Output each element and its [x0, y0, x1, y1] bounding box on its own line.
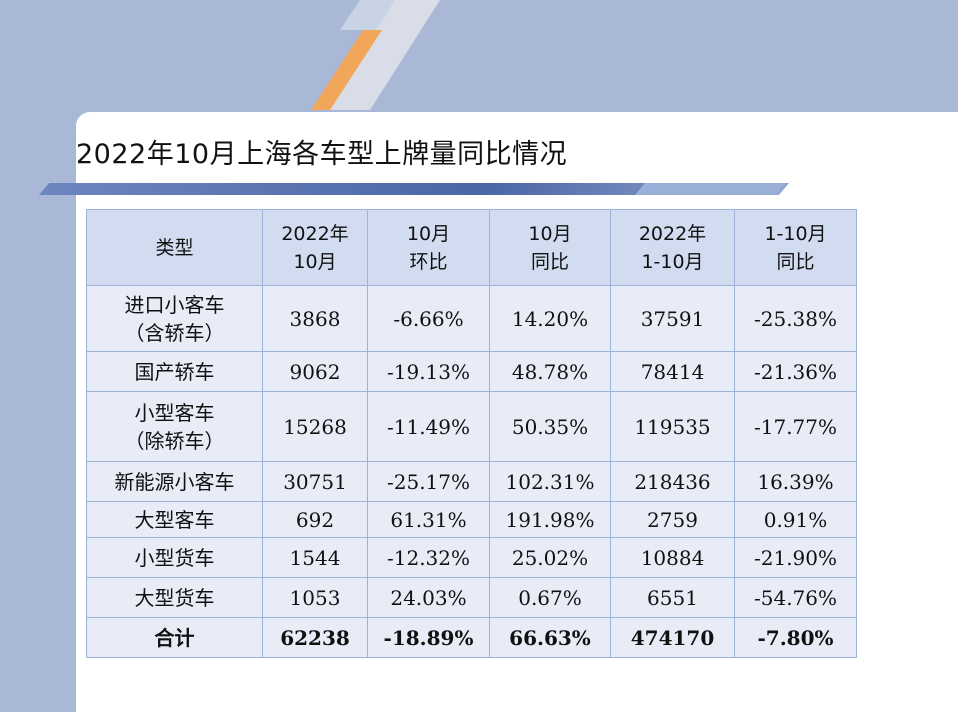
- cell-ytd: 6551: [610, 577, 735, 618]
- cell-mom: -6.66%: [367, 285, 490, 352]
- cell-ytd-yoy: -17.77%: [734, 391, 857, 462]
- cell-oct: 30751: [262, 461, 368, 502]
- cell-yoy: 191.98%: [489, 501, 611, 538]
- cell-ytd-yoy: -25.38%: [734, 285, 857, 352]
- table-row: 进口小客车 （含轿车） 3868 -6.66% 14.20% 37591 -25.…: [86, 285, 857, 352]
- table-row: 国产轿车 9062 -19.13% 48.78% 78414 -21.36%: [86, 351, 857, 392]
- cell-oct: 1053: [262, 577, 368, 618]
- registration-table: 类型 2022年 10月 10月 环比 10月 同比 2022年 1-10月 1-10月…: [86, 209, 857, 658]
- row-name: 大型客车: [86, 501, 263, 538]
- cell-ytd: 2759: [610, 501, 735, 538]
- total-yoy: 66.63%: [489, 617, 611, 658]
- cell-oct: 1544: [262, 537, 368, 578]
- row-name: 国产轿车: [86, 351, 263, 392]
- table-row: 小型客车 （除轿车） 15268 -11.49% 50.35% 119535 -1…: [86, 391, 857, 462]
- cell-yoy: 48.78%: [489, 351, 611, 392]
- cell-oct: 3868: [262, 285, 368, 352]
- cell-ytd-yoy: 0.91%: [734, 501, 857, 538]
- cell-mom: -12.32%: [367, 537, 490, 578]
- table-header-row: 类型 2022年 10月 10月 环比 10月 同比 2022年 1-10月 1-10月…: [86, 209, 857, 286]
- cell-mom: -25.17%: [367, 461, 490, 502]
- table-row: 大型客车 692 61.31% 191.98% 2759 0.91%: [86, 501, 857, 538]
- cell-ytd-yoy: 16.39%: [734, 461, 857, 502]
- cell-ytd: 78414: [610, 351, 735, 392]
- header-ytd-yoy: 1-10月 同比: [734, 209, 857, 286]
- table-row: 新能源小客车 30751 -25.17% 102.31% 218436 16.3…: [86, 461, 857, 502]
- cell-ytd: 218436: [610, 461, 735, 502]
- decorative-stripes: [311, 0, 440, 110]
- cell-yoy: 25.02%: [489, 537, 611, 578]
- cell-ytd: 119535: [610, 391, 735, 462]
- cell-mom: 24.03%: [367, 577, 490, 618]
- cell-oct: 692: [262, 501, 368, 538]
- page-title: 2022年10月上海各车型上牌量同比情况: [76, 139, 568, 170]
- cell-mom: -19.13%: [367, 351, 490, 392]
- cell-ytd: 10884: [610, 537, 735, 578]
- total-ytd-yoy: -7.80%: [734, 617, 857, 658]
- cell-mom: -11.49%: [367, 391, 490, 462]
- row-name: 大型货车: [86, 577, 263, 618]
- header-type: 类型: [86, 209, 263, 286]
- cell-ytd-yoy: -54.76%: [734, 577, 857, 618]
- table-total-row: 合计 62238 -18.89% 66.63% 474170 -7.80%: [86, 617, 857, 658]
- header-oct-2022: 2022年 10月: [262, 209, 368, 286]
- row-name: 小型货车: [86, 537, 263, 578]
- header-mom: 10月 环比: [367, 209, 490, 286]
- cell-yoy: 50.35%: [489, 391, 611, 462]
- cell-mom: 61.31%: [367, 501, 490, 538]
- cell-yoy: 102.31%: [489, 461, 611, 502]
- table-row: 大型货车 1053 24.03% 0.67% 6551 -54.76%: [86, 577, 857, 618]
- cell-ytd-yoy: -21.36%: [734, 351, 857, 392]
- header-yoy: 10月 同比: [489, 209, 611, 286]
- total-mom: -18.89%: [367, 617, 490, 658]
- cell-yoy: 14.20%: [489, 285, 611, 352]
- header-ytd-2022: 2022年 1-10月: [610, 209, 735, 286]
- total-ytd: 474170: [610, 617, 735, 658]
- row-name: 新能源小客车: [86, 461, 263, 502]
- total-oct: 62238: [262, 617, 368, 658]
- row-name: 进口小客车 （含轿车）: [86, 285, 263, 352]
- table-row: 小型货车 1544 -12.32% 25.02% 10884 -21.90%: [86, 537, 857, 578]
- row-name: 小型客车 （除轿车）: [86, 391, 263, 462]
- cell-oct: 9062: [262, 351, 368, 392]
- cell-ytd: 37591: [610, 285, 735, 352]
- cell-oct: 15268: [262, 391, 368, 462]
- cell-ytd-yoy: -21.90%: [734, 537, 857, 578]
- total-label: 合计: [86, 617, 263, 658]
- cell-yoy: 0.67%: [489, 577, 611, 618]
- title-underline-accent: [634, 183, 786, 195]
